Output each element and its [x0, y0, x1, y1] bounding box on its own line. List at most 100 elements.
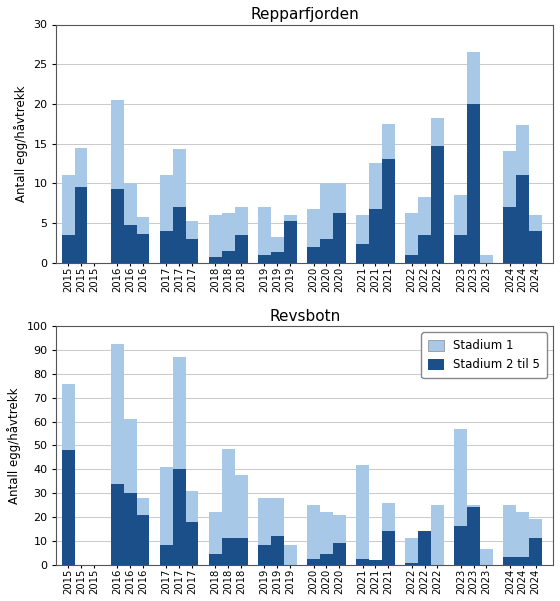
Bar — [418, 536, 431, 564]
Bar — [111, 344, 124, 564]
Bar — [333, 543, 346, 564]
Bar — [418, 197, 431, 263]
Bar — [284, 215, 297, 263]
Bar — [258, 498, 271, 564]
Bar — [356, 215, 369, 263]
Bar — [454, 429, 467, 564]
Title: Repparfjorden: Repparfjorden — [250, 7, 359, 22]
Bar — [172, 149, 185, 263]
Bar — [235, 235, 248, 263]
Bar — [516, 125, 529, 263]
Bar — [235, 207, 248, 263]
Bar — [503, 151, 516, 263]
Bar — [160, 175, 172, 263]
Bar — [271, 237, 284, 263]
Bar — [454, 526, 467, 564]
Legend: Stadium 1, Stadium 2 til 5: Stadium 1, Stadium 2 til 5 — [421, 332, 547, 379]
Bar — [74, 147, 87, 263]
Bar — [356, 245, 369, 263]
Bar — [480, 549, 493, 564]
Bar — [418, 531, 431, 564]
Bar — [209, 215, 222, 263]
Bar — [235, 538, 248, 564]
Bar — [405, 213, 418, 263]
Bar — [62, 450, 74, 564]
Bar — [62, 235, 74, 263]
Bar — [418, 235, 431, 263]
Bar — [172, 207, 185, 263]
Bar — [431, 505, 444, 564]
Bar — [516, 175, 529, 263]
Bar — [160, 467, 172, 564]
Bar — [333, 514, 346, 564]
Bar — [454, 195, 467, 263]
Bar — [529, 519, 542, 564]
Bar — [74, 188, 87, 263]
Bar — [209, 554, 222, 564]
Bar — [137, 498, 150, 564]
Bar — [185, 490, 198, 564]
Bar — [284, 546, 297, 564]
Bar — [222, 213, 235, 263]
Bar — [271, 498, 284, 564]
Bar — [467, 507, 480, 564]
Bar — [160, 231, 172, 263]
Bar — [405, 538, 418, 564]
Bar — [356, 558, 369, 564]
Y-axis label: Antall egg/håvtrekk: Antall egg/håvtrekk — [14, 85, 28, 202]
Title: Revsbotn: Revsbotn — [269, 309, 340, 324]
Bar — [382, 502, 395, 564]
Bar — [333, 183, 346, 263]
Bar — [369, 209, 382, 263]
Bar — [369, 163, 382, 263]
Bar — [124, 225, 137, 263]
Y-axis label: Antall egg/håvtrekk: Antall egg/håvtrekk — [7, 387, 21, 504]
Bar — [209, 257, 222, 263]
Bar — [111, 100, 124, 263]
Bar — [111, 484, 124, 564]
Bar — [62, 383, 74, 564]
Bar — [369, 560, 382, 564]
Bar — [356, 465, 369, 564]
Bar — [320, 554, 333, 564]
Bar — [382, 531, 395, 564]
Bar — [124, 493, 137, 564]
Bar — [284, 221, 297, 263]
Bar — [467, 52, 480, 263]
Bar — [222, 251, 235, 263]
Bar — [137, 514, 150, 564]
Bar — [516, 557, 529, 564]
Bar — [467, 505, 480, 564]
Bar — [222, 538, 235, 564]
Bar — [271, 536, 284, 564]
Bar — [320, 512, 333, 564]
Bar — [185, 221, 198, 263]
Bar — [405, 563, 418, 564]
Bar — [529, 215, 542, 263]
Bar — [467, 104, 480, 263]
Bar — [160, 546, 172, 564]
Bar — [124, 419, 137, 564]
Bar — [382, 159, 395, 263]
Bar — [111, 189, 124, 263]
Bar — [516, 512, 529, 564]
Bar — [258, 207, 271, 263]
Bar — [405, 255, 418, 263]
Bar — [431, 146, 444, 263]
Bar — [503, 557, 516, 564]
Bar — [529, 538, 542, 564]
Bar — [137, 234, 150, 263]
Bar — [307, 505, 320, 564]
Bar — [185, 522, 198, 564]
Bar — [62, 175, 74, 263]
Bar — [307, 558, 320, 564]
Bar — [258, 546, 271, 564]
Bar — [222, 449, 235, 564]
Bar — [320, 239, 333, 263]
Bar — [503, 207, 516, 263]
Bar — [480, 255, 493, 263]
Bar — [235, 475, 248, 564]
Bar — [307, 209, 320, 263]
Bar — [172, 358, 185, 564]
Bar — [172, 469, 185, 564]
